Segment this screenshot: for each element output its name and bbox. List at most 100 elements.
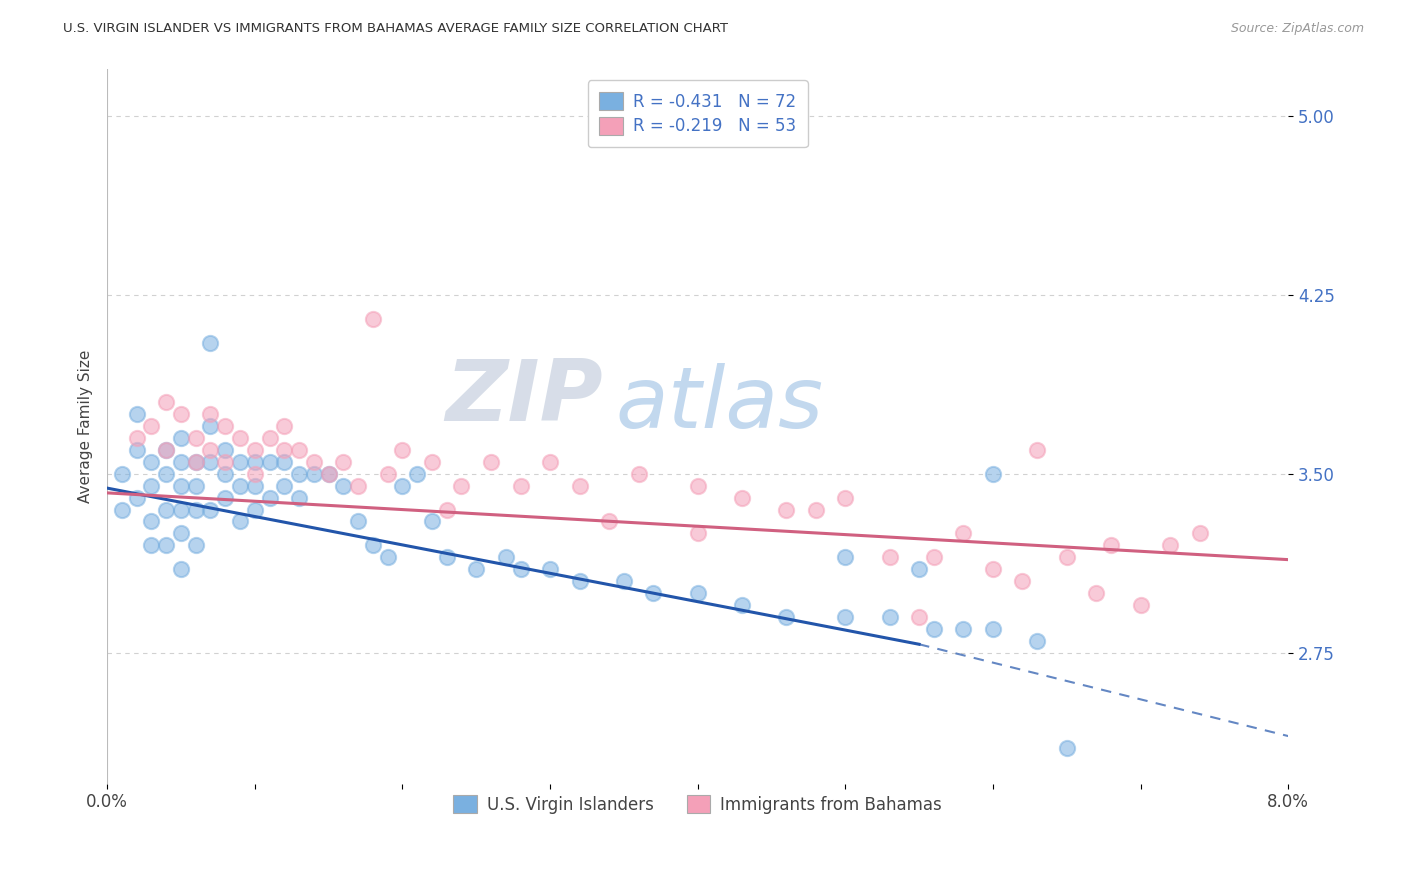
Point bbox=[879, 610, 901, 624]
Point bbox=[111, 502, 134, 516]
Point bbox=[155, 442, 177, 457]
Point bbox=[922, 622, 945, 636]
Text: U.S. VIRGIN ISLANDER VS IMMIGRANTS FROM BAHAMAS AVERAGE FAMILY SIZE CORRELATION : U.S. VIRGIN ISLANDER VS IMMIGRANTS FROM … bbox=[63, 22, 728, 36]
Point bbox=[288, 491, 311, 505]
Point bbox=[302, 455, 325, 469]
Point bbox=[1129, 598, 1152, 612]
Point bbox=[627, 467, 650, 481]
Point bbox=[908, 562, 931, 576]
Point bbox=[879, 550, 901, 565]
Point bbox=[347, 515, 370, 529]
Point bbox=[125, 431, 148, 445]
Point bbox=[436, 502, 458, 516]
Point bbox=[981, 622, 1004, 636]
Point bbox=[834, 491, 856, 505]
Point bbox=[200, 335, 222, 350]
Point bbox=[170, 502, 193, 516]
Point bbox=[643, 586, 665, 600]
Point bbox=[141, 538, 163, 552]
Point bbox=[495, 550, 517, 565]
Point bbox=[259, 455, 281, 469]
Point bbox=[420, 455, 443, 469]
Point bbox=[141, 515, 163, 529]
Point bbox=[1026, 442, 1049, 457]
Point bbox=[686, 526, 709, 541]
Point bbox=[775, 502, 797, 516]
Point bbox=[420, 515, 443, 529]
Point bbox=[922, 550, 945, 565]
Point bbox=[1056, 741, 1078, 756]
Point bbox=[229, 515, 252, 529]
Point bbox=[834, 610, 856, 624]
Point bbox=[170, 431, 193, 445]
Point bbox=[155, 538, 177, 552]
Point bbox=[908, 610, 931, 624]
Point bbox=[200, 442, 222, 457]
Point bbox=[1026, 633, 1049, 648]
Point bbox=[347, 479, 370, 493]
Point bbox=[184, 431, 207, 445]
Point bbox=[125, 407, 148, 421]
Point bbox=[229, 431, 252, 445]
Point bbox=[243, 479, 266, 493]
Text: Source: ZipAtlas.com: Source: ZipAtlas.com bbox=[1230, 22, 1364, 36]
Point bbox=[318, 467, 340, 481]
Point bbox=[450, 479, 472, 493]
Point bbox=[273, 479, 295, 493]
Point bbox=[479, 455, 502, 469]
Point bbox=[125, 491, 148, 505]
Point bbox=[377, 550, 399, 565]
Point bbox=[243, 442, 266, 457]
Point bbox=[538, 562, 561, 576]
Point bbox=[141, 479, 163, 493]
Point bbox=[155, 395, 177, 409]
Point bbox=[952, 622, 974, 636]
Point bbox=[184, 538, 207, 552]
Point bbox=[377, 467, 399, 481]
Point bbox=[568, 574, 591, 588]
Point bbox=[568, 479, 591, 493]
Point bbox=[731, 598, 754, 612]
Point bbox=[155, 442, 177, 457]
Point bbox=[361, 538, 384, 552]
Point bbox=[111, 467, 134, 481]
Point bbox=[243, 502, 266, 516]
Point bbox=[686, 586, 709, 600]
Point bbox=[1099, 538, 1122, 552]
Point bbox=[436, 550, 458, 565]
Point bbox=[200, 502, 222, 516]
Point bbox=[229, 479, 252, 493]
Point bbox=[731, 491, 754, 505]
Point bbox=[259, 431, 281, 445]
Point bbox=[288, 442, 311, 457]
Point bbox=[406, 467, 429, 481]
Point bbox=[686, 479, 709, 493]
Text: atlas: atlas bbox=[614, 363, 823, 446]
Point bbox=[1085, 586, 1108, 600]
Point bbox=[273, 455, 295, 469]
Point bbox=[509, 562, 531, 576]
Point bbox=[170, 526, 193, 541]
Point bbox=[509, 479, 531, 493]
Point bbox=[273, 419, 295, 434]
Point bbox=[243, 467, 266, 481]
Point bbox=[288, 467, 311, 481]
Point bbox=[184, 455, 207, 469]
Point bbox=[214, 491, 236, 505]
Point bbox=[259, 491, 281, 505]
Point bbox=[214, 419, 236, 434]
Point bbox=[214, 442, 236, 457]
Point bbox=[214, 455, 236, 469]
Text: ZIP: ZIP bbox=[446, 356, 603, 439]
Point bbox=[952, 526, 974, 541]
Point bbox=[1188, 526, 1211, 541]
Point bbox=[613, 574, 636, 588]
Point bbox=[361, 311, 384, 326]
Point bbox=[1011, 574, 1033, 588]
Point bbox=[141, 455, 163, 469]
Point bbox=[804, 502, 827, 516]
Point bbox=[981, 562, 1004, 576]
Point bbox=[332, 455, 354, 469]
Point bbox=[775, 610, 797, 624]
Point bbox=[200, 455, 222, 469]
